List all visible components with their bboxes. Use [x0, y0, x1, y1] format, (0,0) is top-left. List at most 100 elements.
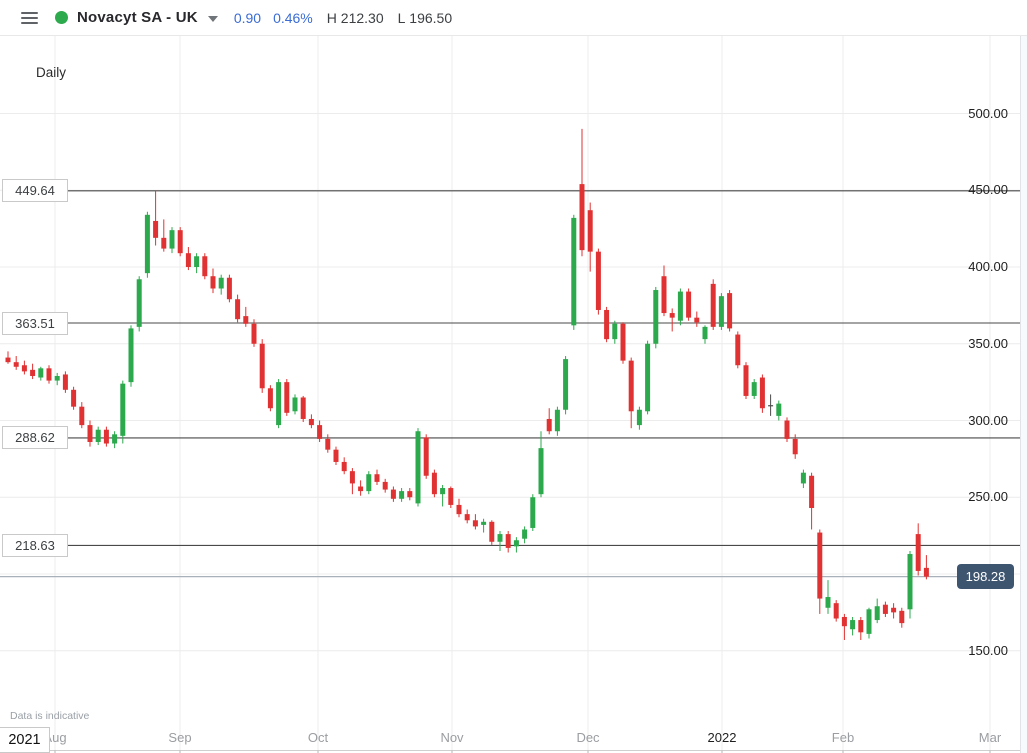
- chevron-down-icon[interactable]: [207, 15, 218, 22]
- candle-body: [776, 403, 782, 416]
- candle-body: [243, 316, 249, 324]
- candle-body: [727, 293, 733, 329]
- instrument-title[interactable]: Novacyt SA - UK: [77, 9, 198, 26]
- y-axis-label: 150.00: [968, 642, 1008, 658]
- candle-body: [923, 567, 929, 577]
- candle-body: [645, 343, 651, 412]
- candle-body: [833, 603, 839, 619]
- candle-body: [784, 420, 790, 439]
- price-level-label[interactable]: 288.62: [2, 426, 68, 450]
- candle-body: [669, 313, 675, 318]
- candle-body: [407, 491, 413, 498]
- price-level-label[interactable]: 449.64: [2, 179, 68, 203]
- candle-body: [399, 491, 405, 499]
- chart-header: Novacyt SA - UK 0.90 0.46% H 212.30 L 19…: [0, 0, 1027, 36]
- candle-body: [456, 504, 462, 515]
- candle-body: [538, 448, 544, 495]
- candle-body: [563, 359, 569, 410]
- candle-body: [79, 406, 85, 426]
- candle-body: [235, 299, 241, 320]
- candle-body: [292, 397, 298, 412]
- candle-body: [54, 375, 60, 381]
- y-axis-label: 450.00: [968, 182, 1008, 198]
- candle-body: [308, 418, 314, 426]
- x-axis-month-label: Dec: [576, 730, 600, 745]
- candle-body: [522, 529, 528, 539]
- candle-body: [112, 434, 118, 444]
- candle-body: [267, 388, 273, 409]
- candle-body: [587, 210, 593, 252]
- year-axis-label: 2021: [0, 727, 50, 753]
- right-axis-strip: [1020, 35, 1027, 753]
- candle-body: [169, 230, 175, 249]
- candle-body: [694, 317, 700, 323]
- candle-body: [735, 334, 741, 366]
- timeframe-label[interactable]: Daily: [36, 65, 67, 80]
- candle-body: [464, 514, 470, 521]
- candle-body: [554, 409, 560, 432]
- x-axis-month-label: Oct: [307, 730, 329, 745]
- candle-body: [317, 425, 323, 439]
- candle-body: [185, 253, 191, 267]
- candle-body: [87, 425, 93, 442]
- candle-body: [489, 521, 495, 542]
- candle-body: [161, 237, 167, 249]
- menu-icon[interactable]: [21, 11, 38, 24]
- candle-body: [481, 521, 487, 525]
- candle-body: [874, 606, 880, 621]
- y-axis-label: 300.00: [968, 412, 1008, 428]
- x-axis-month-label: Sep: [168, 730, 192, 745]
- candle-body: [284, 382, 290, 413]
- candle-body: [743, 365, 749, 396]
- candle-body: [677, 291, 683, 321]
- y-axis-label: 250.00: [968, 489, 1008, 505]
- y-axis-label: 400.00: [968, 259, 1008, 274]
- candle-body: [177, 230, 183, 254]
- candle-body: [333, 449, 339, 462]
- candle-body: [423, 437, 429, 476]
- candle-body: [120, 383, 126, 436]
- candle-body: [5, 357, 11, 363]
- candle-body: [194, 256, 200, 267]
- price-level-label[interactable]: 363.51: [2, 311, 68, 335]
- candle-body: [358, 486, 364, 492]
- x-axis-month-label: Feb: [831, 730, 855, 745]
- candle-body: [128, 328, 134, 383]
- candle-body: [907, 554, 913, 610]
- candle-body: [612, 323, 618, 340]
- candle-body: [497, 534, 503, 542]
- candle-body: [440, 488, 446, 495]
- y-axis-label: 500.00: [968, 105, 1008, 121]
- candle-body: [546, 418, 552, 432]
- candle-body: [661, 276, 667, 314]
- candle-body: [374, 474, 380, 482]
- candle-body: [882, 604, 888, 614]
- candle-body: [226, 277, 232, 300]
- candle-body: [218, 277, 224, 289]
- candle-body: [595, 251, 601, 310]
- candle-body: [202, 256, 208, 277]
- y-axis-label: 350.00: [968, 335, 1008, 351]
- candle-body: [21, 365, 27, 372]
- candle-body: [800, 472, 806, 484]
- candle-body: [259, 343, 265, 389]
- candle-body: [686, 291, 692, 318]
- candle-body: [276, 382, 282, 426]
- price-change-percent: 0.46%: [273, 9, 313, 26]
- candle-body: [431, 472, 437, 495]
- data-indicative-watermark: Data is indicative: [10, 710, 90, 722]
- day-high: H 212.30: [326, 9, 384, 26]
- candle-body: [153, 220, 159, 238]
- candle-body: [841, 616, 847, 627]
- candle-body: [530, 497, 536, 528]
- price-level-label[interactable]: 218.63: [2, 533, 68, 557]
- candle-body: [571, 217, 577, 326]
- x-axis-month-label: Mar: [978, 730, 1002, 745]
- x-axis-month-label: Nov: [440, 730, 464, 745]
- candle-body: [415, 431, 421, 504]
- candle-body: [505, 534, 511, 548]
- day-low: L 196.50: [397, 9, 453, 26]
- candle-body: [13, 362, 19, 367]
- candle-body: [30, 369, 36, 376]
